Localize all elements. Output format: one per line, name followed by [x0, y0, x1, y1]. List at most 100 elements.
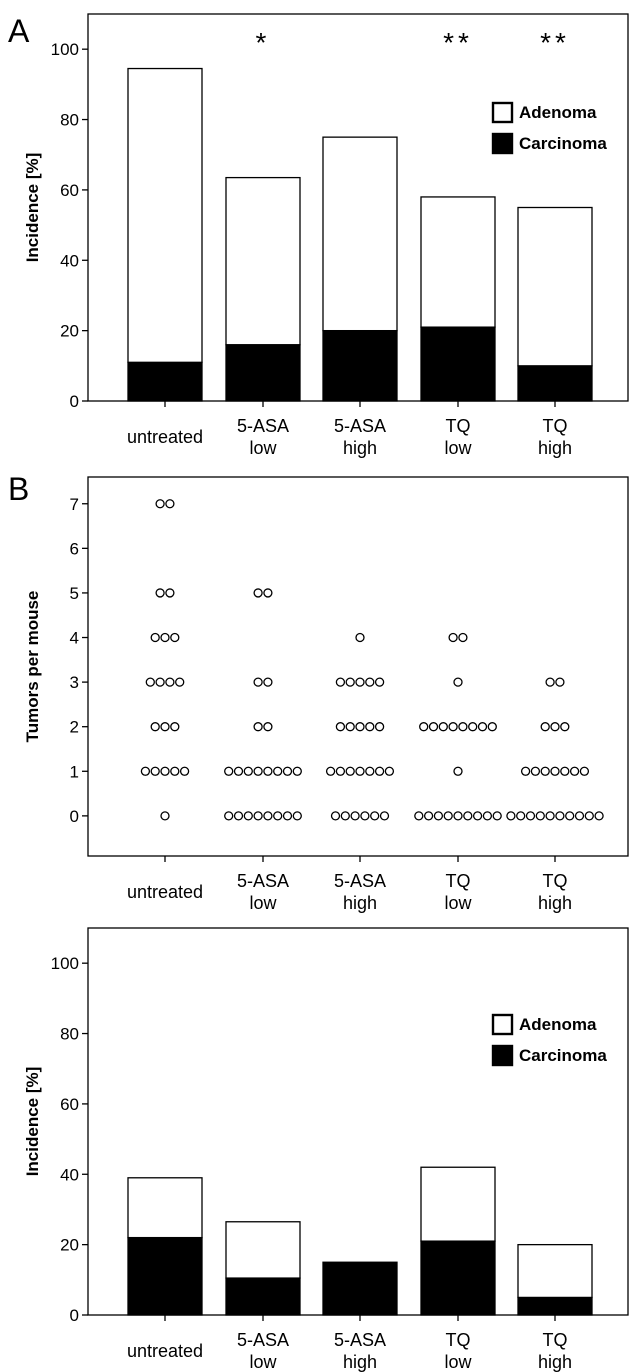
x-tick-label: high	[343, 1352, 377, 1372]
x-tick-label: untreated	[127, 427, 203, 447]
x-tick-label: low	[444, 893, 472, 913]
tumor-point	[170, 632, 180, 643]
tumor-point	[468, 722, 478, 732]
tumor-point	[345, 766, 355, 776]
tumor-point	[155, 588, 165, 598]
tumor-point	[335, 766, 346, 776]
tumor-point	[170, 766, 180, 776]
tumor-point	[453, 811, 463, 821]
tumor-point	[355, 722, 365, 732]
x-tick-label: low	[249, 438, 277, 458]
tumor-point	[253, 677, 263, 687]
x-tick-label: TQ	[446, 1330, 471, 1350]
bar-carcinoma	[517, 365, 593, 402]
y-tick-label: 7	[70, 495, 79, 514]
x-tick-label: low	[249, 1352, 277, 1372]
tumor-point	[545, 811, 555, 821]
tumor-point	[453, 766, 463, 776]
tumor-point	[423, 811, 434, 821]
y-tick-label: 40	[60, 1165, 79, 1184]
tumor-point	[253, 588, 263, 598]
x-tick-label: 5-ASA	[334, 871, 386, 891]
tumor-point	[179, 766, 190, 776]
tumor-point	[224, 766, 234, 776]
bar-adenoma	[420, 196, 496, 328]
y-tick-label: 0	[70, 392, 79, 411]
legend-swatch-carcinoma	[491, 1044, 514, 1067]
tumor-point	[330, 811, 341, 821]
plot-frame	[87, 476, 629, 857]
panel-label: B	[8, 471, 29, 507]
x-tick-label: low	[444, 1352, 472, 1372]
tumor-point	[545, 677, 555, 687]
tumor-point	[253, 811, 263, 821]
chart-panel-1: A 0 20 40 60 80 100 Incidence [%] untreated 5-ASA…	[8, 13, 629, 458]
bar-carcinoma	[225, 1277, 301, 1316]
tumor-point	[224, 811, 234, 821]
tumor-point	[530, 766, 541, 776]
legend-label-adenoma: Adenoma	[519, 103, 597, 122]
y-tick-label: 60	[60, 181, 79, 200]
tumor-point	[243, 766, 253, 776]
tumor-point	[263, 722, 273, 732]
tumor-point	[335, 677, 346, 687]
x-tick-label: low	[444, 438, 472, 458]
tumor-point	[360, 811, 370, 821]
tumor-point	[263, 766, 273, 776]
x-tick-label: 5-ASA	[334, 1330, 386, 1350]
x-tick-label: TQ	[446, 871, 471, 891]
x-tick-label: untreated	[127, 1341, 203, 1361]
tumor-point	[540, 722, 550, 732]
tumor-point	[458, 632, 468, 643]
tumor-point	[374, 677, 385, 687]
tumor-point	[233, 766, 244, 776]
bar-adenoma	[322, 136, 398, 332]
tumor-point	[145, 677, 155, 687]
y-tick-label: 0	[70, 1306, 79, 1325]
x-tick-label: TQ	[543, 871, 568, 891]
tumor-point	[165, 588, 175, 598]
x-tick-label: 5-ASA	[237, 1330, 289, 1350]
tumor-point	[560, 766, 570, 776]
x-tick-label: high	[538, 893, 572, 913]
tumor-point	[365, 677, 375, 687]
tumor-point	[540, 766, 550, 776]
tumor-point	[370, 811, 380, 821]
tumor-point	[165, 677, 175, 687]
x-tick-label: TQ	[446, 416, 471, 436]
tumor-point	[448, 632, 458, 643]
x-tick-label: TQ	[543, 1330, 568, 1350]
bar-adenoma	[127, 67, 203, 363]
tumor-point	[448, 722, 458, 732]
tumor-point	[374, 766, 385, 776]
x-tick-label: 5-ASA	[334, 416, 386, 436]
tumor-point	[555, 677, 565, 687]
bar-adenoma	[420, 1166, 496, 1242]
tumor-point	[170, 722, 180, 732]
x-tick-label: high	[538, 438, 572, 458]
tumor-point	[325, 766, 336, 776]
tumor-point	[273, 811, 283, 821]
tumor-point	[175, 677, 185, 687]
y-tick-label: 80	[60, 111, 79, 130]
y-tick-label: 3	[70, 673, 79, 692]
tumor-point	[155, 677, 165, 687]
tumor-point	[472, 811, 483, 821]
tumor-point	[414, 811, 424, 821]
tumor-point	[365, 722, 375, 732]
tumor-point	[458, 722, 468, 732]
tumor-point	[160, 766, 170, 776]
tumor-point	[292, 811, 302, 821]
bar-carcinoma	[225, 344, 301, 402]
legend-label-carcinoma: Carcinoma	[519, 1046, 607, 1065]
tumor-point	[535, 811, 545, 821]
tumor-point	[374, 722, 385, 732]
tumor-point	[253, 766, 263, 776]
tumor-point	[453, 677, 463, 687]
tumor-point	[579, 766, 590, 776]
y-axis-title: Incidence [%]	[23, 1067, 42, 1177]
tumor-point	[263, 811, 273, 821]
tumor-point	[160, 722, 170, 732]
y-tick-label: 1	[70, 762, 79, 781]
